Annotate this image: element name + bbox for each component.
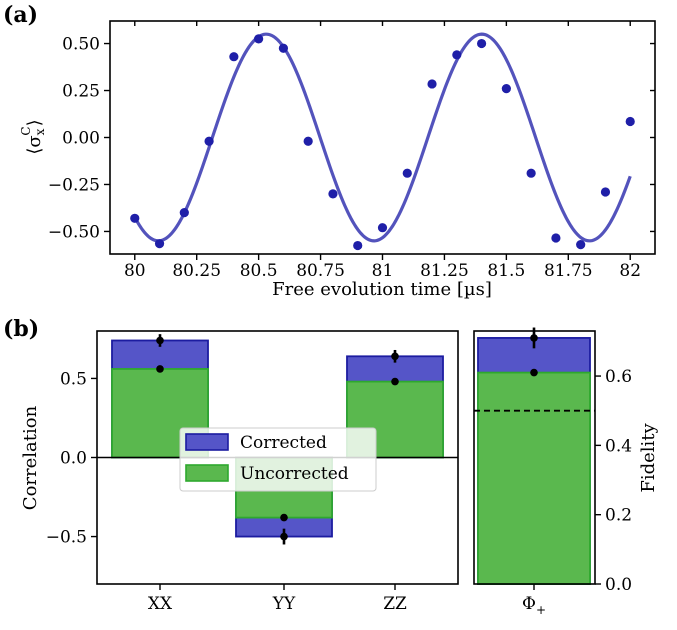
y-tick-label: 0.4	[605, 436, 632, 456]
y-tick-label: 0.0	[605, 575, 632, 595]
panel-a-frame	[109, 20, 656, 255]
data-point	[501, 84, 511, 94]
data-point	[229, 52, 239, 62]
fit-curve	[133, 32, 632, 243]
y-tick-label: 0.00	[62, 129, 100, 149]
panel-b-fidelity-ylabel: Fidelity	[638, 423, 659, 493]
data-point	[551, 233, 561, 243]
legend-label-uncorrected: Uncorrected	[240, 464, 349, 484]
x-tick-label: 82	[619, 261, 641, 281]
data-point	[576, 240, 586, 250]
x-tick-label: ZZ	[383, 594, 407, 614]
y-tick-label: 0.6	[605, 367, 632, 387]
bar-uncorrected-fidelity	[477, 371, 591, 585]
x-tick-label: XX	[148, 594, 173, 614]
data-point	[303, 136, 313, 146]
y-tick-label: 0.25	[62, 82, 100, 102]
data-point	[600, 187, 611, 197]
data-point	[204, 136, 214, 146]
x-tick-label: 80	[124, 261, 146, 281]
legend-label-corrected: Corrected	[240, 433, 327, 453]
x-tick-label: 81.5	[487, 261, 525, 281]
data-point	[154, 239, 165, 249]
y-tick-label: −0.5	[46, 528, 87, 548]
x-tick-label: 81	[372, 261, 394, 281]
data-point	[427, 79, 437, 89]
data-point	[353, 240, 363, 251]
data-point	[402, 168, 412, 178]
data-point	[278, 43, 289, 53]
y-tick-label: 0.2	[605, 506, 632, 526]
y-tick-label: 0.50	[62, 35, 100, 55]
x-tick-label: 81.25	[420, 261, 469, 281]
panel-a-xlabel: Free evolution time [µs]	[272, 279, 492, 300]
data-point	[526, 168, 536, 178]
y-tick-label: 0.5	[60, 369, 87, 389]
data-point	[179, 208, 189, 218]
value-point	[391, 352, 399, 361]
panel-b-correlation-plot: XX YY ZZ −0.5 0.0 0.5 Correlation Corrected U…	[20, 330, 459, 614]
legend-swatch-uncorrected	[185, 464, 229, 482]
data-point	[377, 223, 388, 233]
y-tick-label: 0.0	[60, 449, 87, 469]
panel-b-fidelity-xtick-label: Φ+	[522, 594, 546, 617]
data-point	[130, 213, 140, 223]
panel-b-correlation-ylabel: Correlation	[20, 405, 41, 510]
data-point	[254, 34, 264, 44]
panel-a-sine-plot: 80 80.25 80.5 80.75 81 81.25 81.5 81.75 82 −0.50 −…	[19, 20, 656, 300]
panel-b-fidelity-plot: 0.0 0.2 0.4 0.6 Fidelity Φ+	[473, 327, 659, 617]
data-point	[476, 38, 487, 49]
value-point	[280, 532, 288, 541]
x-tick-label: 80.5	[240, 261, 278, 281]
x-tick-label: YY	[272, 594, 296, 614]
value-point	[530, 368, 538, 377]
panel-label-b: (b)	[3, 316, 39, 342]
value-point	[391, 377, 399, 386]
x-tick-label: 80.25	[172, 261, 221, 281]
value-point	[156, 336, 164, 345]
value-point	[530, 334, 538, 342]
x-tick-label: 80.75	[296, 261, 345, 281]
legend: Corrected Uncorrected	[179, 427, 377, 492]
legend-swatch-corrected	[185, 433, 229, 451]
y-tick-label: −0.50	[48, 222, 100, 242]
legend-box	[179, 427, 377, 492]
panel-a-ylabel: ⟨σxC⟩	[19, 119, 47, 154]
data-point	[625, 116, 635, 127]
data-point	[328, 189, 338, 199]
x-tick-label: 81.75	[544, 261, 593, 281]
panel-label-a: (a)	[3, 2, 38, 28]
value-point	[156, 365, 164, 373]
y-tick-label: −0.25	[48, 175, 100, 195]
data-point	[452, 50, 462, 60]
value-point	[280, 513, 288, 522]
